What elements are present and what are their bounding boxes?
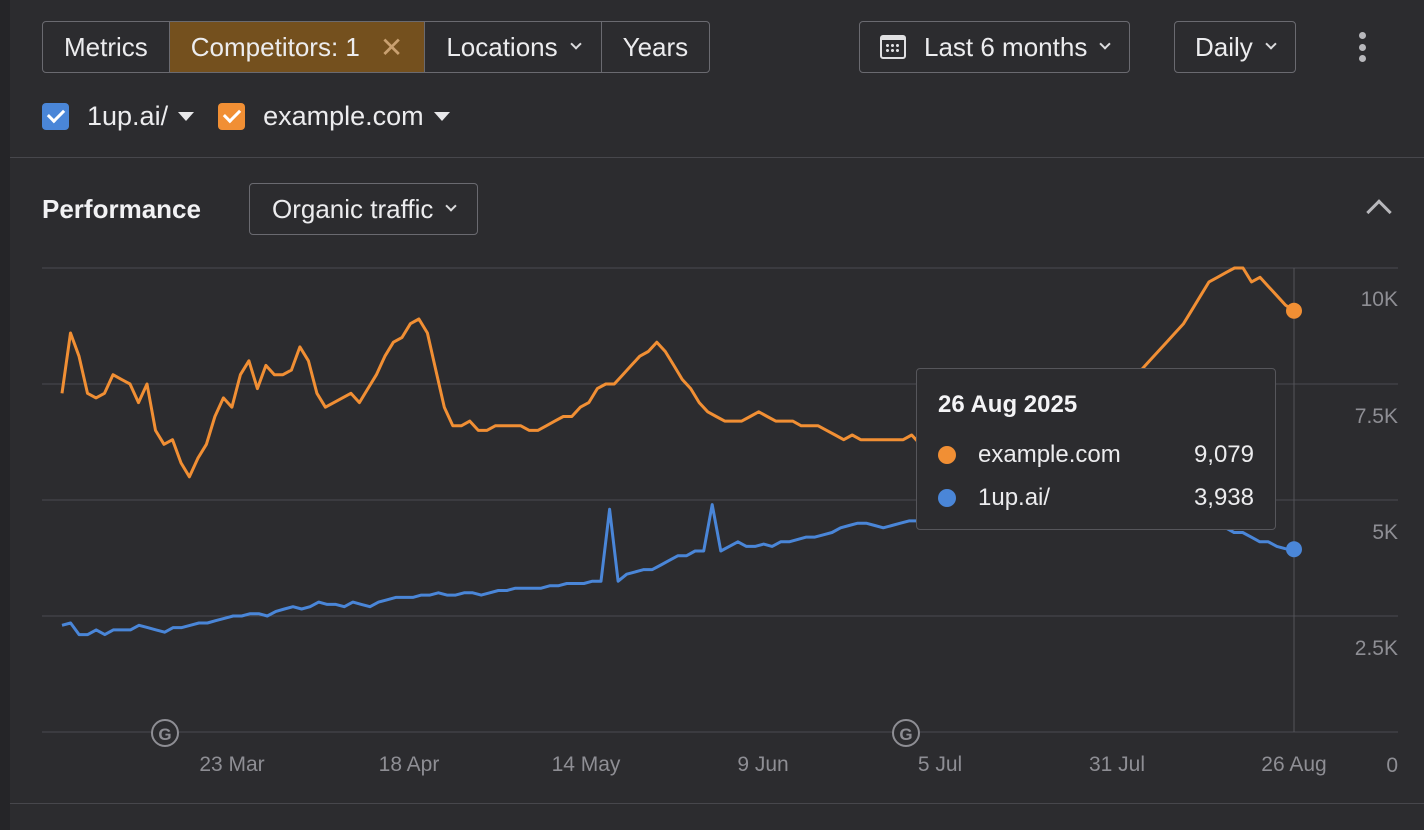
y-tick-label: 10K — [1361, 288, 1398, 311]
tooltip-date: 26 Aug 2025 — [938, 391, 1078, 418]
x-tick-label: 23 Mar — [199, 753, 264, 776]
calendar-icon — [880, 35, 906, 59]
y-tick-label: 2.5K — [1355, 637, 1398, 660]
y-tick-label: 0 — [1386, 754, 1398, 777]
x-tick-label: 26 Aug — [1261, 753, 1326, 776]
bottom-divider — [10, 803, 1424, 804]
tooltip-row: example.com 9,079 — [938, 433, 1254, 476]
filter-toolbar: Metrics Competitors: 1 ✕ Locations Years — [42, 21, 711, 73]
left-rail — [0, 0, 10, 830]
close-icon[interactable]: ✕ — [379, 31, 404, 63]
y-tick-label: 5K — [1372, 521, 1398, 544]
filter-segment-group: Metrics Competitors: 1 ✕ Locations Years — [42, 21, 711, 73]
more-options-icon[interactable] — [1356, 32, 1368, 62]
metrics-segment[interactable]: Metrics — [43, 22, 170, 72]
google-g-icon: G — [158, 725, 171, 744]
caret-down-icon[interactable] — [178, 111, 195, 121]
x-tick-label: 18 Apr — [379, 753, 440, 776]
x-tick-label: 14 May — [552, 753, 621, 776]
series-end-point — [1286, 302, 1302, 319]
performance-title: Performance — [42, 194, 201, 224]
chart-tooltip: 26 Aug 2025 example.com 9,079 1up.ai/ 3,… — [916, 368, 1276, 530]
date-range-button[interactable]: Last 6 months — [859, 21, 1131, 73]
x-tick-label: 31 Jul — [1089, 753, 1145, 776]
google-g-icon — [151, 719, 179, 747]
series-end-point — [1286, 541, 1302, 558]
competitors-segment[interactable]: Competitors: 1 ✕ — [169, 22, 426, 72]
years-segment[interactable]: Years — [622, 31, 689, 62]
section-divider — [10, 157, 1424, 158]
x-tick-label: 5 Jul — [918, 753, 962, 776]
metric-select[interactable]: Organic traffic — [249, 183, 479, 235]
caret-down-icon[interactable] — [433, 111, 450, 121]
checkbox-example[interactable] — [218, 102, 246, 130]
tooltip-series-name: 1up.ai/ — [978, 483, 1051, 511]
tooltip-value: 9,079 — [1193, 440, 1254, 468]
y-tick-label: 7.5K — [1355, 405, 1398, 428]
tooltip-dot — [938, 445, 956, 464]
series-legend: 1up.ai/ example.com — [42, 100, 474, 132]
granularity-button[interactable]: Daily — [1174, 21, 1296, 73]
locations-segment[interactable]: Locations — [425, 22, 602, 72]
legend-item-1up[interactable]: 1up.ai/ — [42, 101, 195, 132]
tooltip-dot — [938, 488, 956, 507]
legend-item-example[interactable]: example.com — [218, 101, 450, 132]
x-tick-label: 9 Jun — [737, 753, 788, 776]
tooltip-series-name: example.com — [978, 440, 1121, 468]
tooltip-value: 3,938 — [1193, 483, 1254, 511]
google-g-icon: G — [899, 725, 912, 744]
google-g-icon — [892, 719, 920, 747]
checkbox-1up[interactable] — [42, 102, 69, 130]
tooltip-row: 1up.ai/ 3,938 — [938, 476, 1254, 519]
